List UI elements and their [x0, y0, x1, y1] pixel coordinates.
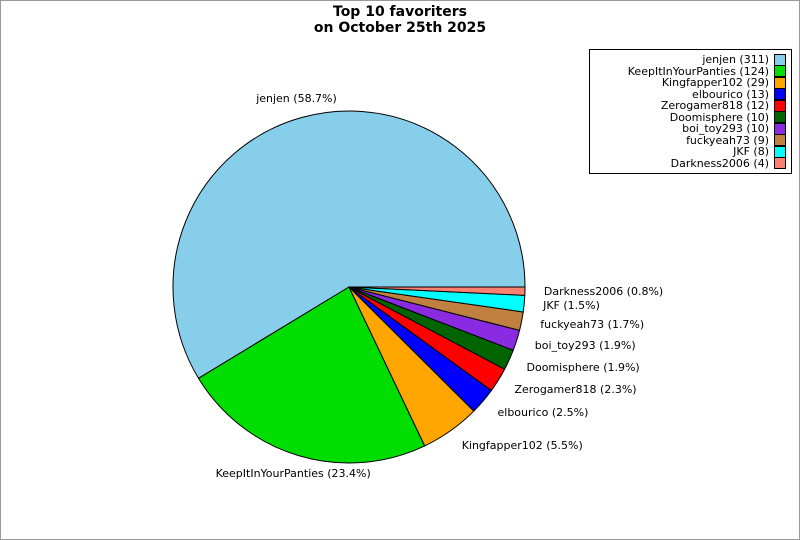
- legend-item-label: KeepItInYourPanties (124): [627, 64, 769, 78]
- legend: jenjen (311) KeepItInYourPanties (124) Kin…: [589, 49, 792, 174]
- legend-item-Zerogamer818: Zerogamer818 (12): [594, 99, 786, 112]
- legend-item-elbourico: elbourico (13): [594, 87, 786, 101]
- legend-color-swatch: [774, 88, 786, 101]
- legend-item-label: Doomisphere (10): [669, 110, 769, 124]
- slice-label-JKF: JKF (1.5%): [543, 298, 600, 312]
- pie-slice-Darkness2006: [348, 286, 526, 296]
- chart-title: Top 10 favoriters on October 25th 2025: [1, 4, 799, 36]
- slice-label-Darkness2006: Darkness2006 (0.8%): [543, 284, 664, 298]
- legend-item-label: Kingfapper102 (29): [661, 76, 769, 89]
- legend-color-swatch: [774, 145, 786, 158]
- slice-label-boi_toy293: boi_toy293 (1.9%): [534, 339, 636, 353]
- legend-color-swatch: [774, 76, 786, 89]
- slice-label-Doomisphere: Doomisphere (1.9%): [526, 360, 640, 374]
- legend-item-label: Zerogamer818 (12): [660, 99, 769, 112]
- legend-item-jenjen: jenjen (311): [594, 53, 786, 66]
- legend-item-label: Darkness2006 (4): [670, 156, 769, 170]
- slice-label-elbourico: elbourico (2.5%): [497, 406, 589, 420]
- slice-label-KeepItInYourPanties: KeepItInYourPanties (23.4%): [215, 466, 371, 480]
- legend-item-label: fuckyeah73 (9): [686, 133, 769, 147]
- pie-slice-jenjen: [172, 110, 526, 379]
- legend-color-swatch: [774, 111, 786, 124]
- slice-label-Zerogamer818: Zerogamer818 (2.3%): [514, 383, 637, 397]
- legend-color-swatch: [774, 65, 786, 78]
- pie-slice-KeepItInYourPanties: [198, 286, 426, 464]
- legend-item-label: JKF (8): [733, 145, 769, 158]
- slice-label-fuckyeah73: fuckyeah73 (1.7%): [540, 317, 645, 331]
- legend-item-Darkness2006: Darkness2006 (4): [594, 156, 786, 170]
- legend-color-swatch: [774, 122, 786, 135]
- slice-label-jenjen: jenjen (58.7%): [256, 92, 337, 106]
- slice-label-Kingfapper102: Kingfapper102 (5.5%): [461, 439, 583, 453]
- legend-item-label: boi_toy293 (10): [682, 122, 769, 135]
- legend-item-JKF: JKF (8): [594, 145, 786, 158]
- legend-item-label: elbourico (13): [692, 87, 769, 101]
- legend-color-swatch: [774, 134, 786, 147]
- chart-title-line2: on October 25th 2025: [313, 20, 487, 36]
- legend-color-swatch: [774, 157, 786, 170]
- legend-item-label: jenjen (311): [702, 53, 769, 66]
- legend-color-swatch: [774, 53, 786, 66]
- legend-item-boi_toy293: boi_toy293 (10): [594, 122, 786, 135]
- legend-color-swatch: [774, 99, 786, 112]
- chart-title-line1: Top 10 favoriters: [333, 4, 467, 20]
- legend-item-Kingfapper102: Kingfapper102 (29): [594, 76, 786, 89]
